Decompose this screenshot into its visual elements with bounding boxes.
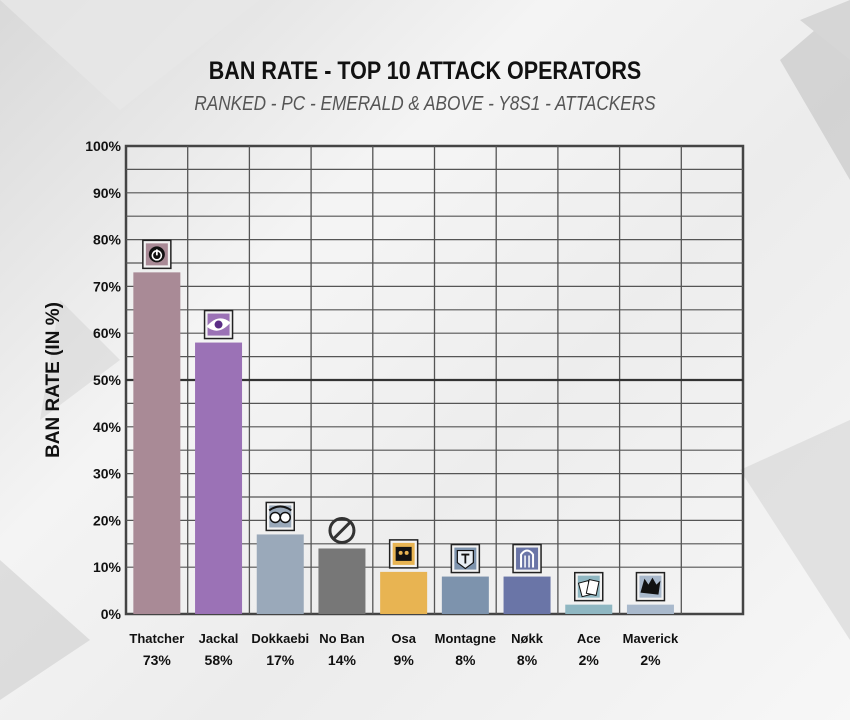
dokkaebi-icon [265, 501, 295, 532]
bar-value-label: 73% [143, 652, 172, 668]
bar-value-label: 2% [640, 652, 661, 668]
bar-montagne [441, 576, 489, 614]
y-tick-label: 90% [93, 185, 122, 201]
bar-value-label: 8% [455, 652, 476, 668]
x-category-label: Ace [577, 631, 601, 646]
bar-value-label: 8% [517, 652, 538, 668]
montagne-shield-icon [450, 543, 481, 574]
bar-ace [565, 604, 613, 614]
maverick-icon [635, 571, 666, 602]
x-category-label: Thatcher [129, 631, 184, 646]
y-tick-label: 30% [93, 466, 122, 482]
bar-thatcher [133, 272, 181, 614]
y-tick-label: 60% [93, 325, 122, 341]
x-category-label: Dokkaebi [251, 631, 309, 646]
y-tick-label: 20% [93, 512, 122, 528]
y-tick-label: 50% [93, 372, 122, 388]
y-tick-label: 40% [93, 419, 122, 435]
bar-value-label: 58% [205, 652, 234, 668]
bar-value-label: 14% [328, 652, 357, 668]
y-tick-label: 100% [85, 138, 121, 154]
bar-n-kk [503, 576, 551, 614]
x-category-label: Maverick [623, 631, 679, 646]
chart-subtitle: RANKED - PC - EMERALD & ABOVE - Y8S1 - A… [194, 93, 656, 115]
bar-jackal [195, 342, 243, 614]
y-axis-ticks: 0% 10% 20% 30% 40% 50% 60% 70% 80% 90% 100% [85, 138, 121, 622]
bar-no-ban [318, 548, 366, 614]
y-axis-label: BAN RATE (IN %) [43, 302, 64, 458]
y-tick-label: 10% [93, 559, 122, 575]
x-axis-labels: Thatcher 73% Jackal 58% Dokkaebi 17% No Ban 14%… [129, 631, 679, 668]
chart-bars [133, 272, 674, 614]
thatcher-emp-icon [142, 239, 172, 270]
x-category-label: Osa [391, 631, 416, 646]
bar-value-label: 17% [266, 652, 295, 668]
y-tick-label: 80% [93, 232, 122, 248]
bar-maverick [626, 604, 674, 614]
ace-icon [574, 571, 604, 602]
bar-osa [380, 571, 428, 614]
operator-icons [142, 239, 666, 602]
bar-dokkaebi [256, 534, 304, 614]
x-category-label: Nøkk [511, 631, 544, 646]
x-category-label: No Ban [319, 631, 365, 646]
x-category-label: Jackal [199, 631, 239, 646]
jackal-eyenox-icon [203, 309, 234, 340]
bar-value-label: 9% [394, 652, 415, 668]
nokk-icon [512, 543, 542, 574]
y-tick-label: 70% [93, 278, 122, 294]
chart-title: BAN RATE - TOP 10 ATTACK OPERATORS [208, 57, 642, 85]
x-category-label: Montagne [435, 631, 496, 646]
y-tick-label: 0% [101, 606, 122, 622]
osa-icon [388, 539, 419, 569]
no-ban-icon [328, 516, 356, 544]
bar-value-label: 2% [579, 652, 600, 668]
